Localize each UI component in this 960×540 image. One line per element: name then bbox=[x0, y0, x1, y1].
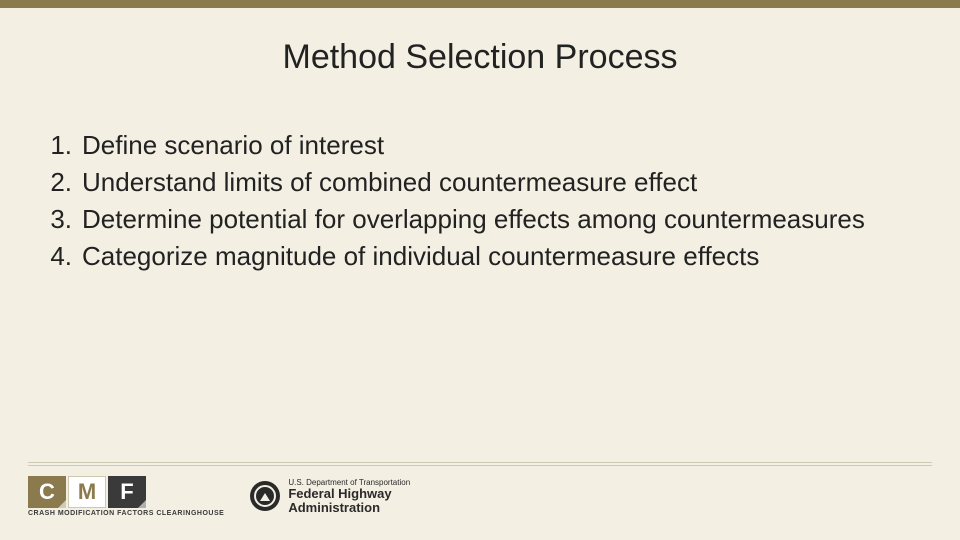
footer-logos: C M F CRASH MODIFICATION FACTORS CLEARIN… bbox=[28, 476, 410, 517]
dot-seal-icon bbox=[250, 481, 280, 511]
list-number: 4. bbox=[44, 239, 82, 274]
cmf-letter-f: F bbox=[108, 476, 146, 508]
top-accent-bar bbox=[0, 0, 960, 8]
list-item: 1. Define scenario of interest bbox=[44, 128, 916, 163]
list-item: 2. Understand limits of combined counter… bbox=[44, 165, 916, 200]
cmf-letter-m: M bbox=[68, 476, 106, 508]
numbered-list: 1. Define scenario of interest 2. Unders… bbox=[44, 128, 916, 276]
list-number: 1. bbox=[44, 128, 82, 163]
cmf-letter-c: C bbox=[28, 476, 66, 508]
fhwa-logo: U.S. Department of Transportation Federa… bbox=[250, 479, 410, 515]
footer-divider bbox=[28, 465, 932, 466]
slide-title: Method Selection Process bbox=[0, 38, 960, 77]
footer: C M F CRASH MODIFICATION FACTORS CLEARIN… bbox=[0, 462, 960, 540]
list-number: 3. bbox=[44, 202, 82, 237]
dot-triquetra-icon bbox=[260, 493, 270, 501]
list-item: 3. Determine potential for overlapping e… bbox=[44, 202, 916, 237]
list-item: 4. Categorize magnitude of individual co… bbox=[44, 239, 916, 274]
list-text: Understand limits of combined countermea… bbox=[82, 165, 916, 200]
list-text: Define scenario of interest bbox=[82, 128, 916, 163]
list-text: Determine potential for overlapping effe… bbox=[82, 202, 916, 237]
fhwa-name-line2: Administration bbox=[288, 501, 410, 515]
fhwa-text: U.S. Department of Transportation Federa… bbox=[288, 479, 410, 515]
list-text: Categorize magnitude of individual count… bbox=[82, 239, 916, 274]
cmf-logo: C M F CRASH MODIFICATION FACTORS CLEARIN… bbox=[28, 476, 224, 517]
cmf-letter-boxes: C M F bbox=[28, 476, 146, 508]
list-number: 2. bbox=[44, 165, 82, 200]
footer-divider bbox=[28, 462, 932, 463]
fhwa-name-line1: Federal Highway bbox=[288, 487, 410, 501]
cmf-subtitle: CRASH MODIFICATION FACTORS CLEARINGHOUSE bbox=[28, 510, 224, 517]
